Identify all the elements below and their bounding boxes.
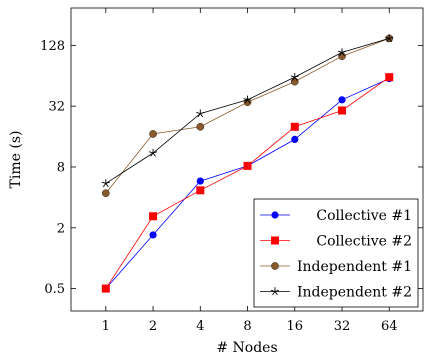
x-tick-label: 64 [381, 319, 398, 334]
star-ray [199, 113, 204, 118]
legend: Collective #1 Collective #2 Independent #1… [253, 198, 419, 308]
legend-marker [271, 262, 279, 270]
data-point [149, 130, 157, 138]
data-point [149, 212, 158, 221]
data-point [196, 122, 205, 131]
star-ray [341, 50, 347, 53]
star-ray [196, 111, 201, 115]
x-tick-label: 2 [149, 319, 157, 334]
series-layer [101, 34, 394, 293]
legend-entry: Independent #1 [260, 259, 412, 275]
star-ray [389, 36, 394, 39]
star-ray [105, 181, 110, 184]
data-point [338, 96, 346, 104]
star-ray [105, 183, 109, 188]
legend-entry: Collective #1 [260, 208, 412, 224]
legend-marker [271, 236, 279, 245]
data-point [290, 77, 299, 86]
data-point [196, 177, 204, 185]
star-ray [291, 76, 296, 81]
data-point [338, 106, 347, 115]
data-point [149, 231, 157, 239]
legend-label: Independent #2 [297, 285, 412, 301]
star-ray [270, 289, 276, 292]
y-tick-label: 0.5 [44, 282, 65, 297]
legend-box [253, 198, 419, 308]
star-ray [247, 99, 251, 104]
star-ray [247, 98, 252, 101]
data-point [196, 186, 205, 195]
series-line [105, 38, 390, 184]
legend-label: Collective #1 [316, 208, 412, 224]
star-ray [290, 75, 295, 78]
star-ray [386, 38, 390, 43]
legend-entry: Collective #2 [260, 234, 412, 250]
y-axis-label: Time (s) [8, 131, 24, 189]
star-ray [294, 76, 298, 81]
legend-label: Collective #2 [316, 234, 412, 250]
star-ray [294, 75, 299, 78]
star-ray [337, 50, 343, 53]
legend-marker [270, 287, 280, 296]
x-axis-label: # Nodes [216, 340, 277, 356]
star-ray [341, 52, 345, 57]
star-ray [339, 52, 343, 57]
x-tick-label: 1 [102, 319, 110, 334]
star-ray [152, 152, 156, 157]
series-2 [101, 73, 394, 293]
star-ray [200, 111, 205, 115]
data-point [243, 95, 252, 104]
x-tick-label: 16 [287, 319, 304, 334]
data-point [101, 284, 110, 293]
star-ray [272, 291, 276, 296]
y-tick-label: 128 [40, 39, 65, 54]
star-ray [101, 181, 106, 184]
y-tick-label: 8 [57, 160, 65, 175]
data-point [101, 179, 110, 188]
y-tick-label: 32 [48, 100, 65, 115]
data-point [337, 48, 347, 57]
star-ray [388, 38, 393, 43]
data-point [102, 189, 110, 198]
x-tick-label: 4 [196, 319, 204, 334]
series-3 [102, 34, 394, 198]
legend-entry: Independent #2 [260, 285, 412, 301]
data-point [291, 135, 299, 144]
x-tick-label: 8 [243, 319, 251, 334]
plot-frame [70, 7, 424, 312]
data-point [290, 72, 299, 81]
y-tick-label: 2 [57, 221, 65, 236]
legend-marker [271, 211, 279, 219]
star-ray [243, 98, 248, 101]
star-ray [244, 99, 248, 104]
star-ray [150, 152, 154, 157]
star-ray [152, 151, 158, 154]
series-4 [101, 34, 394, 188]
data-point [148, 148, 158, 157]
star-ray [385, 36, 390, 39]
star-ray [274, 289, 280, 292]
data-point [243, 161, 252, 170]
data-point [290, 122, 299, 131]
legend-label: Independent #1 [297, 259, 412, 275]
star-ray [274, 291, 278, 296]
x-tick-label: 32 [334, 319, 351, 334]
data-point [385, 73, 394, 82]
star-ray [102, 183, 107, 188]
data-point [385, 34, 394, 43]
axes: 1 2 4 8 16 32 64 0.5 2 8 32 128 [40, 7, 424, 334]
star-ray [148, 151, 154, 154]
series-line [105, 38, 390, 194]
star-ray [197, 113, 201, 118]
data-point [196, 109, 205, 118]
